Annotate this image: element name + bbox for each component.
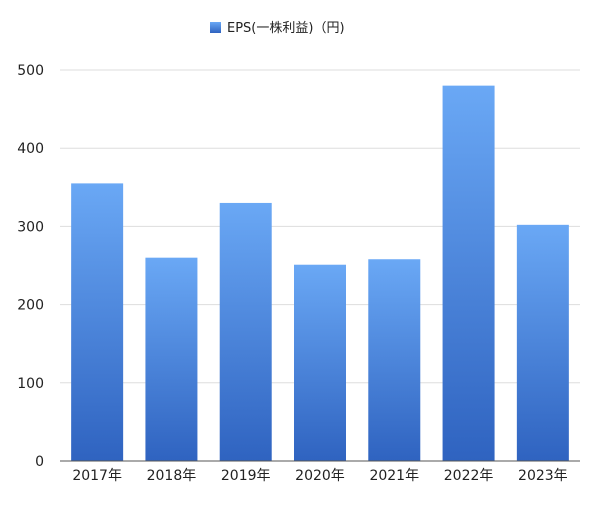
- x-tick-label: 2022年: [444, 468, 494, 484]
- bar-2018年: [145, 257, 198, 461]
- y-tick-label: 0: [35, 454, 44, 470]
- legend-label: EPS(一株利益)（円): [227, 21, 345, 36]
- y-tick-label: 200: [17, 298, 44, 314]
- bar-2017年: [71, 183, 124, 461]
- x-tick-label: 2021年: [369, 468, 419, 484]
- y-tick-label: 400: [17, 141, 44, 157]
- bar-2020年: [294, 264, 346, 461]
- bar-2023年: [516, 224, 569, 461]
- bar-2019年: [219, 202, 272, 461]
- bars: [71, 85, 569, 461]
- bar-2022年: [442, 85, 495, 461]
- y-tick-label: 300: [17, 219, 44, 235]
- legend: EPS(一株利益)（円): [210, 21, 345, 36]
- y-axis-tick-labels: 0 100 200 300 400 500: [17, 63, 44, 470]
- x-tick-label: 2018年: [147, 468, 197, 484]
- legend-swatch: [210, 22, 221, 33]
- x-tick-label: 2019年: [221, 468, 271, 484]
- x-tick-label: 2023年: [518, 468, 568, 484]
- x-axis-tick-labels: 2017年 2018年 2019年 2020年 2021年 2022年 2023年: [72, 468, 567, 484]
- y-tick-label: 500: [17, 63, 44, 79]
- x-tick-label: 2020年: [295, 468, 345, 484]
- y-tick-label: 100: [17, 376, 44, 392]
- bar-2021年: [368, 259, 421, 461]
- x-tick-label: 2017年: [72, 468, 122, 484]
